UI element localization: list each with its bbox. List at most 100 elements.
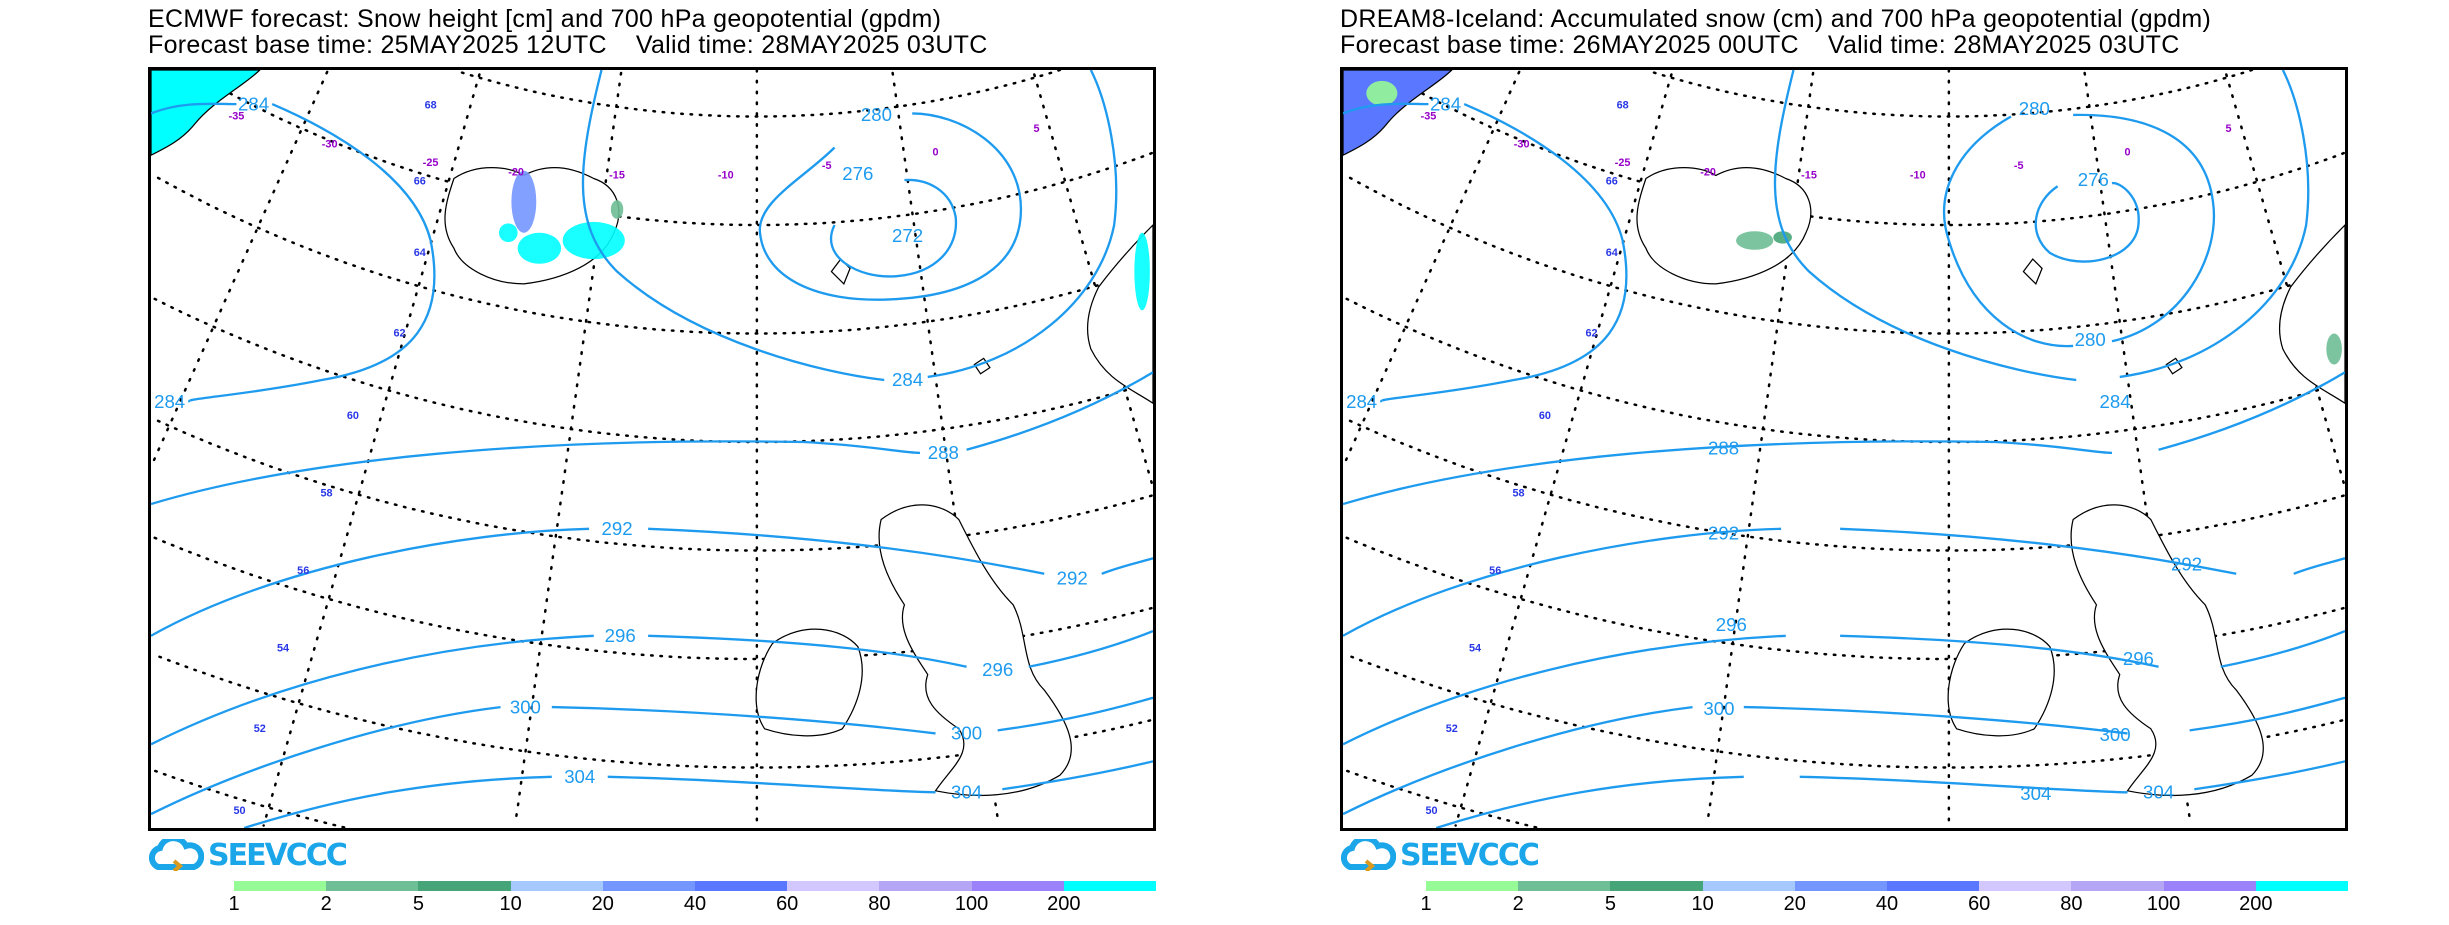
contour-label: 304 [2143, 782, 2174, 803]
contour-line [1343, 102, 1628, 403]
latitude-label: 66 [1606, 176, 1618, 188]
colorbar-segment [1979, 881, 2072, 891]
longitude-label: -20 [1700, 166, 1716, 178]
latitude-label: 62 [1586, 328, 1598, 340]
latitude-label: 64 [1606, 247, 1618, 259]
latitude-label: 66 [414, 176, 426, 188]
longitude-label: 0 [932, 146, 938, 158]
contour-label: 284 [2100, 391, 2131, 412]
contour-label: 276 [2078, 169, 2109, 190]
contour-label: 292 [2171, 554, 2202, 575]
colorbar-segment [971, 881, 1064, 891]
colorbar-segment [418, 881, 511, 891]
seevccc-logo: SEEVCCC [148, 837, 348, 873]
latitude-label: 60 [347, 410, 359, 422]
seevccc-logo: SEEVCCC [1340, 838, 1540, 873]
title-line-1: DREAM8-Iceland: Accumulated snow (cm) an… [1340, 5, 2212, 33]
contour-label: 284 [892, 369, 923, 390]
colorbar-label: 100 [2146, 893, 2181, 915]
great-britain-land [2070, 504, 2264, 797]
colorbar-label: 5 [1604, 893, 1616, 915]
contour-label: 300 [2100, 724, 2131, 745]
colorbar-label: 10 [499, 893, 522, 915]
latitude-label: 62 [394, 328, 406, 340]
colorbar-segment [1063, 881, 1157, 891]
longitude-label: -25 [1615, 157, 1631, 169]
logo-text: SEEVCCC [208, 837, 348, 873]
contour-label: 296 [605, 625, 636, 646]
colorbar-label: 40 [683, 893, 707, 915]
map-canvas: 284 284 284 280 276 272 288 292 292 296 296 300 300 3… [151, 70, 1153, 828]
snow-patch [1366, 80, 1398, 106]
panel-title: ECMWF forecast: Snow height [cm] and 700… [148, 6, 988, 58]
contour-label: 304 [564, 766, 595, 787]
latitude-gridline [1646, 70, 2254, 118]
contour-line-280 [1943, 113, 2216, 348]
latitude-label: 54 [1469, 642, 1481, 654]
meridian-gridline [1706, 71, 1815, 824]
latitude-label: 56 [297, 565, 309, 577]
latitude-label: 52 [1446, 723, 1458, 735]
ecmwf-panel: ECMWF forecast: Snow height [cm] and 700… [148, 0, 1188, 925]
contour-label: 284 [154, 391, 185, 412]
colorbar-label: 80 [868, 893, 891, 915]
contour-line [1435, 760, 2345, 828]
colorbar-label: 1 [1420, 893, 1432, 915]
greenland-land [151, 70, 261, 156]
contour-label: 276 [842, 163, 873, 184]
contour-label: 280 [2075, 329, 2106, 350]
longitude-label: -30 [322, 139, 338, 151]
colorbar-segment [2071, 881, 2164, 891]
contour-label: 300 [1703, 698, 1734, 719]
ireland-land [755, 628, 863, 737]
latitude-gridline [1343, 296, 2345, 444]
snow-patch [1134, 232, 1150, 311]
contour-label: 300 [951, 723, 982, 744]
longitude-label: -30 [1514, 139, 1530, 151]
colorbar-label: 20 [1783, 893, 1806, 915]
contour-label: 280 [861, 104, 892, 125]
latitude-label: 50 [233, 805, 245, 817]
latitude-label: 58 [1512, 487, 1524, 499]
colorbar-label: 10 [1691, 893, 1714, 915]
meridian-gridline [262, 73, 481, 827]
snow-shading [498, 170, 1150, 311]
latitude-label: 58 [320, 487, 332, 499]
cloud-logo-icon [1340, 839, 1396, 871]
colorbar-segment [1610, 881, 1703, 891]
colorbar-label: 1 [228, 893, 240, 915]
contour-label: 288 [928, 442, 959, 463]
colorbar-segment [234, 881, 327, 891]
contour-line-276 [829, 178, 958, 278]
colorbar-label: 100 [954, 893, 989, 915]
contour-label: 292 [601, 518, 632, 539]
contour-label: 304 [951, 782, 982, 803]
contour-line [1343, 630, 2345, 746]
title-line-2: Forecast base time: 26MAY2025 00UTC Vali… [1340, 31, 2180, 59]
latitude-label: 68 [425, 100, 437, 112]
colorbar-label: 80 [2060, 893, 2083, 915]
colorbar-segment [1518, 881, 1611, 891]
faroe-islands-land [830, 258, 991, 375]
great-britain-land [878, 504, 1072, 797]
longitude-label: 0 [2124, 146, 2130, 158]
contour-line [151, 630, 1153, 746]
contour-label: 300 [510, 696, 541, 717]
contour-label: 272 [892, 225, 923, 246]
snow-map: 284 284 284 280 276 272 288 292 292 296 296 300 300 3… [148, 67, 1156, 831]
latitude-gridline [1379, 70, 2345, 227]
latitude-label: 50 [1425, 805, 1437, 817]
contour-line [151, 696, 1153, 816]
colorbar-segment [326, 881, 419, 891]
contour-line-276 [2034, 181, 2140, 263]
colorbar [234, 881, 1157, 891]
longitude-label: -35 [229, 111, 245, 123]
geopotential-contours [151, 70, 1153, 828]
longitude-label: -15 [1801, 170, 1817, 182]
colorbar-segment [2163, 881, 2256, 891]
latitude-label: 54 [277, 642, 289, 654]
contour-line [151, 527, 1153, 637]
dream8-panel: DREAM8-Iceland: Accumulated snow (cm) an… [1340, 0, 2380, 925]
meridian-gridline [514, 71, 623, 824]
longitude-label: -20 [508, 166, 524, 178]
